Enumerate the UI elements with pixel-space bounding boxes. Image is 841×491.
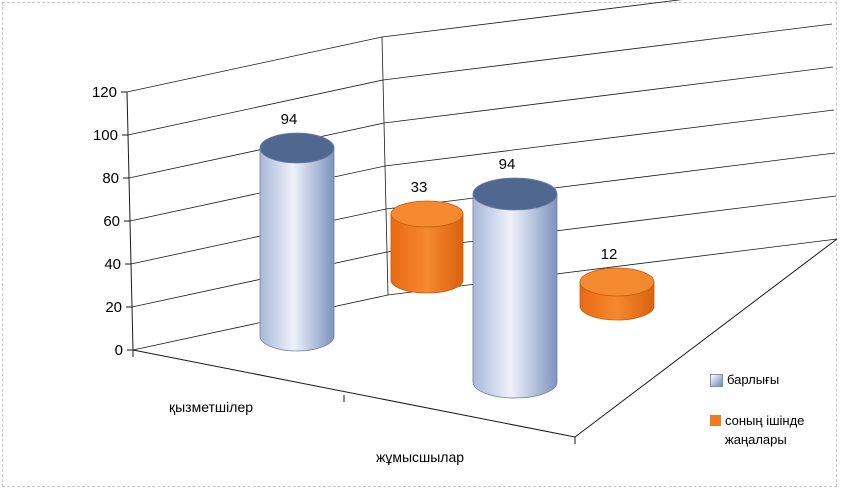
y-tick-label: 60 <box>103 213 120 230</box>
y-axis-line <box>126 91 134 351</box>
side-gridline <box>131 251 388 308</box>
chart-legend: барлығы соның ішінде жаңалары <box>710 370 830 471</box>
y-tick-label: 20 <box>105 299 122 316</box>
cylinder-new-1 <box>390 200 464 294</box>
back-gridline <box>387 238 838 296</box>
side-gridline <box>128 122 385 179</box>
floor-right-edge <box>574 238 838 438</box>
cylinder-body <box>472 193 558 399</box>
data-label: 94 <box>499 156 516 173</box>
x-axis-line <box>132 349 576 438</box>
data-label: 12 <box>601 246 618 263</box>
y-tick-label: 120 <box>92 84 117 101</box>
legend-label-series-2: соның ішінде жаңалары <box>725 413 805 447</box>
y-tick-label: 100 <box>93 127 118 144</box>
legend-label-series-1: барлығы <box>727 372 780 387</box>
legend-swatch-series-1 <box>710 374 723 387</box>
cylinder-body <box>259 147 335 352</box>
y-tick-label: 80 <box>102 170 119 187</box>
side-gridline <box>130 208 387 265</box>
y-tick-label: 0 <box>115 342 123 359</box>
legend-item-series-1: барлығы <box>710 370 830 389</box>
side-gridline <box>126 36 383 93</box>
data-label: 33 <box>411 179 428 196</box>
side-gridline <box>129 165 386 222</box>
cylinder-top <box>579 267 655 297</box>
data-label: 94 <box>281 111 298 128</box>
back-gridline <box>381 0 682 38</box>
back-gridline <box>382 23 833 81</box>
back-gridline <box>383 66 834 124</box>
cylinder-total-2 <box>472 177 558 399</box>
cylinder-total-1 <box>259 132 335 352</box>
y-tick-label: 40 <box>104 256 121 273</box>
cylinder-body <box>390 213 464 294</box>
cylinder-top <box>259 132 335 164</box>
back-gridline <box>385 152 836 210</box>
cylinder-top <box>390 200 464 228</box>
x-tick-label: жұмысшылар <box>376 449 464 465</box>
back-wall-edge <box>381 36 389 296</box>
legend-swatch-series-2 <box>710 415 721 426</box>
back-gridline <box>384 109 835 167</box>
side-gridline <box>127 79 384 136</box>
legend-item-series-2: соның ішінде жаңалары <box>710 411 830 449</box>
cylinder-top <box>472 177 558 211</box>
cylinder-new-2 <box>579 267 655 321</box>
x-tick-label: қызметшілер <box>169 399 253 415</box>
